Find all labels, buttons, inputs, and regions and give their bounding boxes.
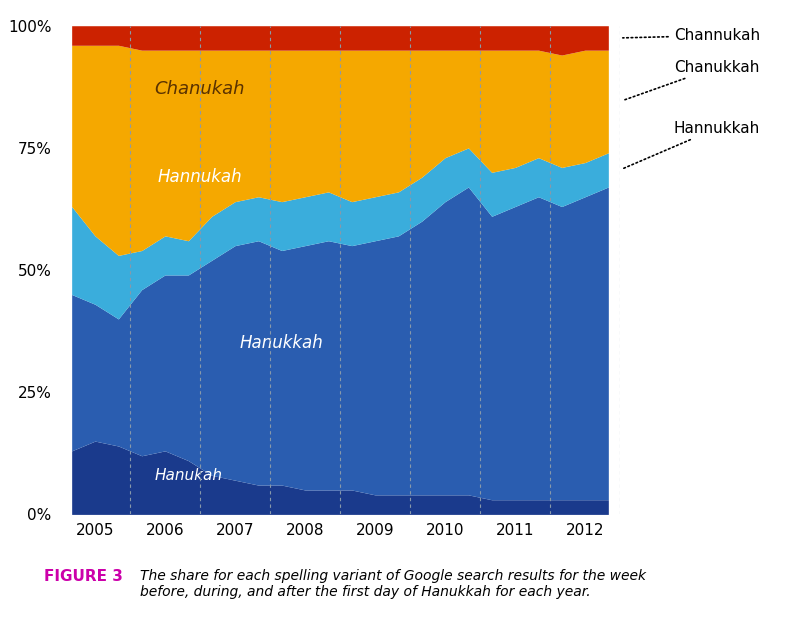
Text: Hannukah: Hannukah [158, 168, 242, 186]
Text: Hanukah: Hanukah [154, 468, 222, 483]
Text: Chanukkah: Chanukkah [622, 60, 759, 100]
Text: The share for each spelling variant of Google search results for the week
before: The share for each spelling variant of G… [140, 569, 646, 599]
Text: Channukah: Channukah [622, 28, 760, 43]
Text: Chanukah: Chanukah [154, 80, 246, 98]
Text: Hannukkah: Hannukkah [622, 121, 760, 168]
Text: FIGURE 3: FIGURE 3 [44, 569, 123, 584]
Text: Hanukkah: Hanukkah [240, 334, 323, 352]
